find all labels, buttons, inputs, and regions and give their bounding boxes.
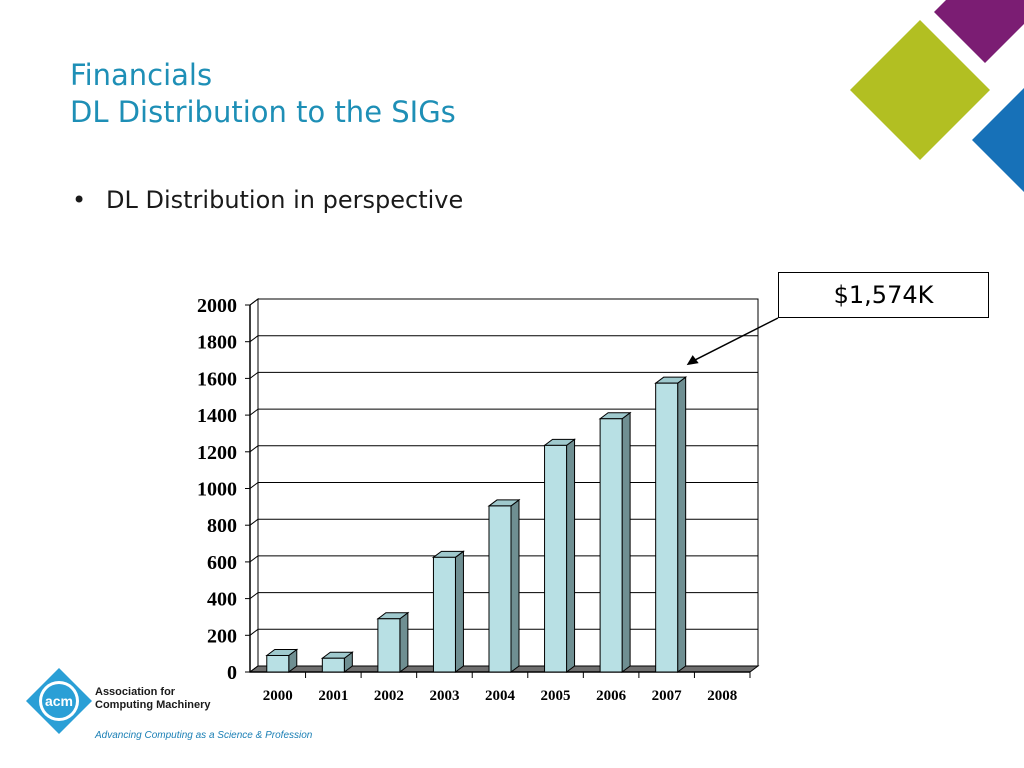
- bar: [432, 556, 456, 673]
- bullet-text: DL Distribution in perspective: [106, 186, 464, 214]
- y-tick-label: 400: [207, 589, 237, 611]
- gridline-side: [249, 408, 259, 416]
- callout-arrowhead-icon: [686, 355, 699, 366]
- logo-mark: acm: [45, 693, 73, 709]
- bar: [655, 382, 679, 673]
- logo-text: Association for Computing Machinery: [95, 686, 211, 712]
- x-tick-label: 2006: [596, 688, 627, 704]
- gridline-side: [249, 335, 259, 343]
- slide-title: Financials DL Distribution to the SIGs: [70, 57, 456, 131]
- title-line-2: DL Distribution to the SIGs: [70, 95, 456, 129]
- title-line-1: Financials: [70, 58, 213, 92]
- acm-logo-icon: acm: [26, 668, 92, 734]
- y-tick-label: 1200: [197, 442, 237, 464]
- bullet-item: • DL Distribution in perspective: [72, 186, 463, 214]
- callout-box: $1,574K: [778, 272, 989, 318]
- gridline-side: [249, 518, 259, 526]
- y-tick-label: 1000: [197, 479, 237, 501]
- bar: [544, 444, 568, 673]
- y-tick-label: 600: [207, 552, 237, 574]
- bar: [321, 657, 345, 673]
- logo-tagline: Advancing Computing as a Science & Profe…: [95, 730, 313, 741]
- x-tick-label: 2005: [541, 688, 571, 704]
- gridline-side: [249, 482, 259, 489]
- bar-side: [621, 411, 631, 673]
- y-tick-label: 1600: [197, 368, 237, 390]
- green-diamond: [850, 20, 990, 160]
- corner-decoration: [850, 0, 1024, 192]
- bar: [488, 505, 512, 673]
- gridline-side: [249, 371, 259, 379]
- x-tick-label: 2001: [318, 688, 348, 704]
- y-tick-label: 200: [207, 625, 237, 647]
- logo-line-2: Computing Machinery: [95, 699, 211, 711]
- bar-side: [566, 438, 576, 673]
- x-tick-label: 2004: [485, 688, 516, 704]
- x-tick-label: 2002: [374, 688, 404, 704]
- x-tick-label: 2000: [263, 688, 293, 704]
- gridline-side: [249, 445, 259, 453]
- bullet-dot-icon: •: [72, 186, 87, 214]
- y-tick-label: 800: [207, 515, 237, 537]
- x-tick-label: 2008: [707, 688, 737, 704]
- bar: [266, 654, 290, 673]
- purple-diamond: [934, 0, 1024, 63]
- gridline-side: [249, 298, 259, 306]
- y-tick-label: 0: [227, 662, 237, 684]
- gridline-side: [249, 628, 259, 636]
- bar-side: [677, 376, 687, 673]
- blue-diamond: [972, 88, 1024, 192]
- bar: [599, 418, 623, 673]
- y-tick-label: 1400: [197, 405, 237, 427]
- callout-arrow-line: [692, 317, 779, 362]
- y-tick-label: 2000: [197, 295, 237, 317]
- bar-side: [454, 550, 464, 673]
- y-tick-label: 1800: [197, 332, 237, 354]
- gridline-side: [249, 592, 259, 599]
- bar: [377, 618, 401, 673]
- logo-line-1: Association for: [95, 686, 176, 698]
- gridline-side: [249, 555, 259, 563]
- x-tick-label: 2007: [652, 688, 683, 704]
- bar-side: [399, 611, 409, 673]
- x-tick-label: 2003: [429, 688, 459, 704]
- bar-side: [510, 498, 520, 673]
